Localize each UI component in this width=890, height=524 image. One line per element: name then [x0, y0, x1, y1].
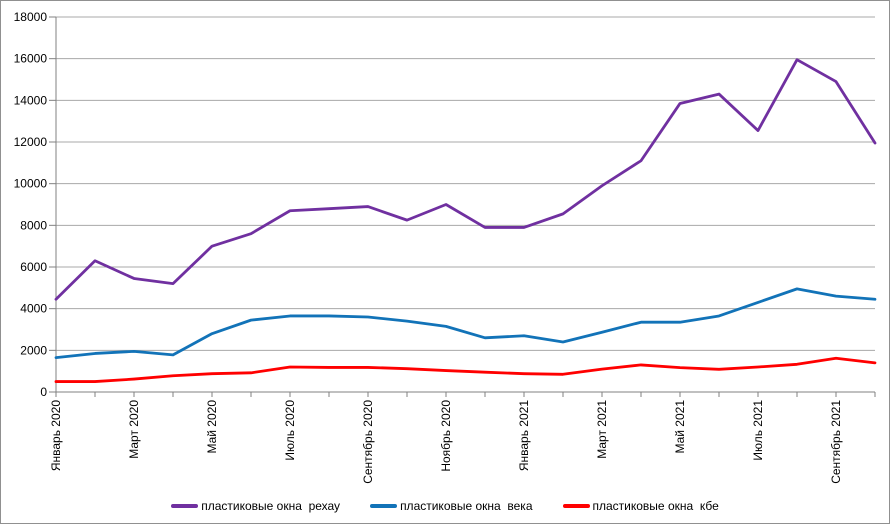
- y-axis-label: 10000: [14, 177, 48, 191]
- x-axis-label: Январь 2020: [49, 400, 63, 471]
- y-axis-label: 14000: [14, 93, 48, 107]
- series-line-kbe: [54, 356, 877, 383]
- legend-marker-veka: [370, 504, 398, 508]
- series-line-veka: [54, 287, 877, 360]
- legend-item-rehau: пластиковые окна рехау: [171, 500, 340, 512]
- y-axis-label: 6000: [20, 260, 47, 274]
- y-axis-label: 18000: [14, 10, 48, 24]
- legend-label-veka: пластиковые окна века: [400, 499, 533, 513]
- x-axis-label: Январь 2021: [517, 400, 531, 471]
- y-axis-label: 16000: [14, 52, 48, 66]
- series-line-rehau: [54, 58, 877, 301]
- legend-marker-rehau: [171, 504, 199, 508]
- x-axis-label: Сентябрь 2020: [361, 400, 375, 484]
- y-axis-label: 12000: [14, 135, 48, 149]
- y-axis-label: 4000: [20, 302, 47, 316]
- legend-item-kbe: пластиковые окна кбе: [562, 499, 719, 513]
- chart-legend: пластиковые окна рехау пластиковые окна …: [1, 495, 889, 517]
- y-axis-label: 0: [40, 385, 47, 399]
- x-axis-label: Сентябрь 2021: [829, 400, 843, 484]
- y-axis-label: 2000: [20, 343, 47, 357]
- x-axis-label: Май 2021: [673, 400, 687, 454]
- x-axis-label: Март 2021: [595, 400, 609, 459]
- x-axis-label: Июль 2020: [283, 400, 297, 461]
- legend-marker-kbe: [562, 504, 590, 508]
- x-axis-label: Март 2020: [127, 400, 141, 459]
- x-axis-label: Май 2020: [205, 400, 219, 454]
- legend-label-kbe: пластиковые окна кбе: [592, 499, 719, 513]
- x-axis-label: Ноябрь 2020: [439, 400, 453, 472]
- legend-label-rehau: пластиковые окна рехау: [201, 499, 341, 513]
- y-axis-label: 8000: [20, 218, 47, 232]
- x-axis-label: Июль 2021: [751, 400, 765, 461]
- legend-item-veka: пластиковые окна века: [370, 499, 533, 513]
